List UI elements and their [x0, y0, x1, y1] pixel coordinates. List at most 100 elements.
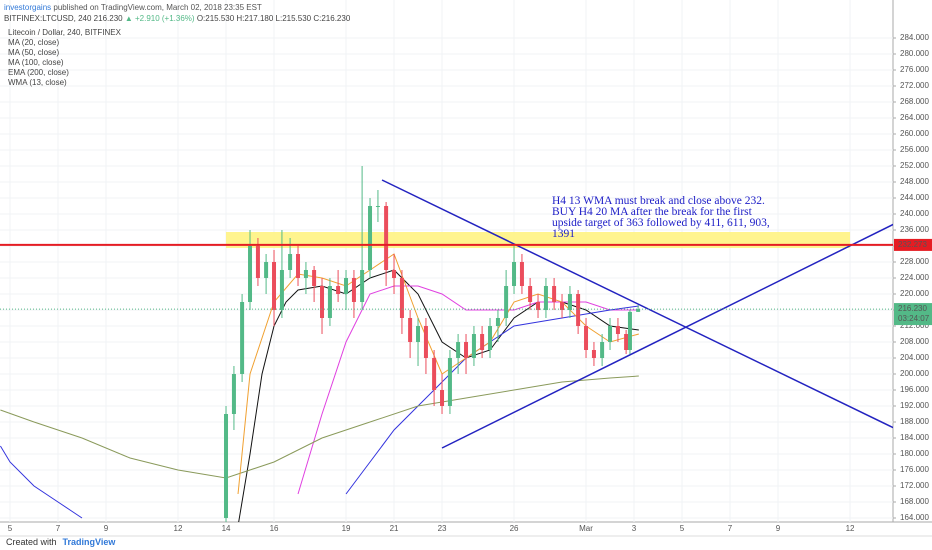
y-tick-label: 212.000 — [900, 321, 929, 330]
candle-body — [608, 326, 613, 342]
symbol: BITFINEX:LTCUSD, 240 — [4, 14, 92, 23]
annotation-line: upside target of 363 followed by 411, 61… — [552, 217, 770, 229]
candle-body — [552, 286, 557, 302]
x-tick-label: 21 — [390, 524, 399, 533]
candle-body — [224, 414, 229, 518]
candle-body — [584, 326, 589, 350]
y-tick-label: 168.000 — [900, 497, 929, 506]
footer: Created with TradingView — [6, 537, 115, 547]
annotation-line: 1391 — [552, 228, 575, 240]
annotation-line: H4 13 WMA must break and close above 232… — [552, 195, 765, 207]
candle-body — [264, 262, 269, 278]
published: published on TradingView.com, March 02, … — [53, 3, 262, 12]
author: investorgains — [4, 3, 52, 12]
level-label-box — [894, 238, 932, 251]
legend-entry: MA (100, close) — [8, 58, 64, 67]
x-tick-label: 7 — [728, 524, 733, 533]
symbol-line: BITFINEX:LTCUSD, 240 216.230 ▲ +2.910 (+… — [4, 14, 350, 23]
candle-body — [336, 286, 341, 294]
y-tick-label: 208.000 — [900, 337, 929, 346]
x-tick-label: 23 — [438, 524, 447, 533]
candle-body — [231, 374, 236, 414]
candle-body — [560, 302, 565, 310]
y-tick-label: 184.000 — [900, 433, 929, 442]
y-tick-label: 188.000 — [900, 417, 929, 426]
y-tick-label: 256.000 — [900, 145, 929, 154]
y-tick-label: 264.000 — [900, 113, 929, 122]
candle-body — [591, 350, 596, 358]
candle-body — [312, 270, 317, 286]
candle-body — [615, 326, 620, 334]
x-tick-label: 3 — [632, 524, 637, 533]
candle-body — [624, 334, 629, 350]
candle-body — [627, 311, 632, 350]
candle-body — [471, 334, 476, 358]
x-tick-label: 5 — [8, 524, 13, 533]
y-tick-label: 236.000 — [900, 225, 929, 234]
candle-body — [368, 206, 373, 270]
candle-body — [567, 294, 572, 310]
plot — [0, 0, 893, 522]
y-tick-label: 200.000 — [900, 369, 929, 378]
y-tick-label: 244.000 — [900, 193, 929, 202]
candle-body — [636, 309, 641, 312]
legend-entry: MA (20, close) — [8, 38, 60, 47]
last-price-label: 216.230 — [898, 304, 927, 313]
candle-body — [440, 390, 445, 406]
created-with: Created with — [6, 537, 57, 547]
change: ▲ +2.910 (+1.36%) — [124, 14, 195, 23]
candle-body — [447, 358, 452, 406]
candle-body — [504, 286, 509, 318]
candle-body — [392, 270, 397, 278]
annotation-line: BUY H4 20 MA after the break for the fir… — [552, 206, 752, 218]
candle-body — [279, 270, 284, 310]
y-tick-label: 180.000 — [900, 449, 929, 458]
candle-body — [408, 318, 413, 342]
y-tick-label: 252.000 — [900, 161, 929, 170]
y-tick-label: 220.000 — [900, 289, 929, 298]
y-tick-label: 248.000 — [900, 177, 929, 186]
y-tick-label: 260.000 — [900, 129, 929, 138]
candle-body — [344, 278, 349, 294]
last-price-box — [894, 303, 932, 326]
y-tick-label: 240.000 — [900, 209, 929, 218]
ohlc: O:215.530 H:217.180 L:215.530 C:216.230 — [196, 14, 351, 23]
candle-body — [351, 278, 356, 302]
level-label: 232.273 — [898, 240, 927, 249]
candle-body — [303, 270, 308, 278]
y-tick-label: 204.000 — [900, 353, 929, 362]
x-tick-label: 12 — [174, 524, 183, 533]
x-tick-label: 26 — [510, 524, 519, 533]
x-tick-label: 14 — [222, 524, 231, 533]
x-tick-label: 12 — [846, 524, 855, 533]
candle-body — [327, 286, 332, 318]
candle-body — [288, 254, 293, 270]
y-tick-label: 164.000 — [900, 513, 929, 522]
y-tick-label: 176.000 — [900, 465, 929, 474]
y-tick-label: 224.000 — [900, 273, 929, 282]
x-tick-label: 19 — [342, 524, 351, 533]
trendline — [441, 223, 893, 449]
candle-body — [456, 342, 461, 358]
candle-body — [495, 318, 500, 326]
candle-body — [360, 270, 365, 302]
candle-body — [536, 302, 541, 310]
trendline — [381, 179, 893, 429]
y-tick-label: 228.000 — [900, 257, 929, 266]
candle-body — [248, 246, 253, 302]
legend-entry: MA (50, close) — [8, 48, 60, 57]
countdown: 03:24:07 — [898, 314, 930, 323]
y-tick-label: 280.000 — [900, 49, 929, 58]
y-tick-label: 268.000 — [900, 97, 929, 106]
candle-body — [480, 334, 485, 350]
brand: TradingView — [62, 537, 116, 547]
y-tick-label: 276.000 — [900, 65, 929, 74]
candle-body — [384, 206, 389, 270]
x-tick-label: 9 — [104, 524, 109, 533]
x-tick-label: 5 — [680, 524, 685, 533]
candle-body — [543, 286, 548, 310]
candle-body — [255, 246, 260, 278]
candle-body — [423, 326, 428, 358]
x-tick-label: Mar — [579, 524, 593, 533]
